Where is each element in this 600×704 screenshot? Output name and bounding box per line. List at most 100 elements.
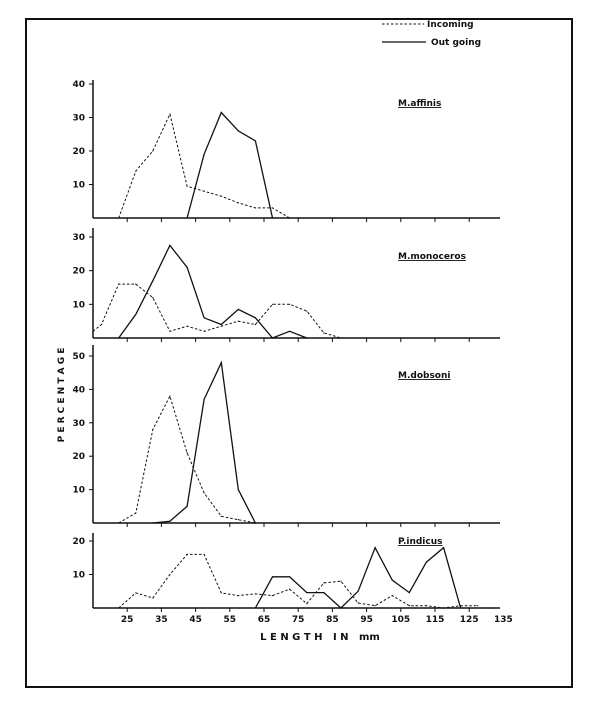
data-point (254, 207, 257, 209)
data-point (186, 217, 188, 219)
data-point (425, 605, 428, 607)
data-point (237, 519, 239, 521)
series-incoming-line (118, 394, 256, 524)
data-point (169, 330, 171, 332)
y-tick-label: 30 (72, 419, 85, 429)
series-incoming-line (118, 112, 290, 219)
panel-label: M.affinis (398, 99, 441, 109)
series-outgoing-line (118, 244, 308, 339)
y-axis-label: P E R C E N T A G E (57, 348, 67, 443)
x-tick-label: 25 (121, 615, 134, 625)
data-point (237, 489, 239, 491)
data-point (169, 113, 171, 115)
data-point (237, 320, 239, 322)
data-point (92, 330, 94, 332)
data-point (203, 398, 205, 401)
data-point (152, 280, 154, 282)
y-tick-label: 20 (72, 537, 85, 547)
legend-incoming-label: Incoming (427, 20, 474, 30)
data-point (271, 595, 274, 597)
data-point (135, 170, 137, 172)
data-point (254, 317, 257, 319)
data-point (271, 207, 274, 209)
x-tick-label: 105 (391, 615, 410, 625)
panel-label: M.dobsoni (398, 371, 450, 381)
data-point (306, 591, 308, 594)
data-point (220, 515, 222, 517)
y-tick-label: 50 (72, 352, 85, 362)
data-point (169, 244, 171, 247)
data-point (323, 582, 325, 584)
series-incoming-line (118, 553, 478, 609)
x-tick-label: 55 (224, 615, 237, 625)
data-point (323, 591, 325, 594)
panel-mmonoceros: 10 20 30 M.monoceros (72, 228, 500, 342)
data-point (306, 310, 308, 312)
x-tick-label: 135 (494, 615, 513, 625)
data-point (289, 330, 291, 332)
data-point (203, 553, 205, 556)
data-point (254, 522, 257, 524)
data-point (289, 576, 291, 578)
data-point (391, 579, 393, 581)
data-point (271, 337, 274, 339)
data-point (306, 337, 308, 339)
data-point (289, 588, 291, 590)
data-point (220, 592, 222, 594)
data-point (271, 217, 274, 219)
data-point (186, 185, 188, 187)
data-point (271, 303, 274, 305)
data-point (374, 605, 376, 607)
data-point (220, 323, 222, 326)
data-point (169, 395, 171, 397)
data-point (135, 592, 137, 594)
y-tick-label: 20 (72, 452, 85, 462)
y-tick-label: 40 (72, 385, 85, 395)
data-point (220, 111, 222, 114)
data-point (186, 325, 188, 327)
data-point (203, 153, 205, 155)
panel-label: M.monoceros (398, 252, 466, 262)
panel-label: P.indicus (398, 537, 442, 547)
data-point (357, 602, 359, 604)
x-axis-label: L E N G T H I N mm (260, 632, 380, 643)
data-point (357, 590, 359, 592)
data-point (391, 595, 393, 597)
data-point (203, 190, 205, 192)
data-point (408, 591, 410, 594)
data-point (152, 150, 154, 152)
data-point (254, 323, 257, 326)
legend: Incoming Out going (382, 20, 481, 48)
data-point (203, 317, 205, 319)
data-point (203, 330, 205, 332)
data-point (169, 573, 171, 576)
x-tick-label: 35 (155, 615, 168, 625)
data-point (254, 593, 257, 595)
data-point (152, 428, 154, 431)
data-point (186, 505, 188, 507)
data-point (340, 607, 342, 609)
series-outgoing-line (254, 546, 462, 609)
data-point (203, 492, 205, 494)
legend-outgoing-label: Out going (431, 38, 481, 48)
data-point (425, 561, 428, 563)
data-point (237, 130, 239, 132)
data-point (408, 605, 410, 607)
y-tick-label: 10 (72, 181, 85, 191)
y-tick-label: 30 (72, 233, 85, 243)
data-point (220, 195, 222, 197)
y-tick-label: 10 (72, 486, 85, 496)
panel-mdobsoni: 10 20 30 40 50 M.dobsoni (72, 345, 500, 527)
data-point (460, 607, 462, 609)
y-tick-label: 20 (72, 147, 85, 157)
data-point (186, 452, 188, 454)
data-point (477, 605, 479, 607)
x-tick-label: 45 (189, 615, 202, 625)
y-tick-label: 20 (72, 267, 85, 277)
data-point (289, 303, 291, 305)
data-point (289, 217, 291, 219)
data-point (271, 576, 274, 578)
data-point (323, 332, 325, 334)
data-point (254, 140, 257, 142)
